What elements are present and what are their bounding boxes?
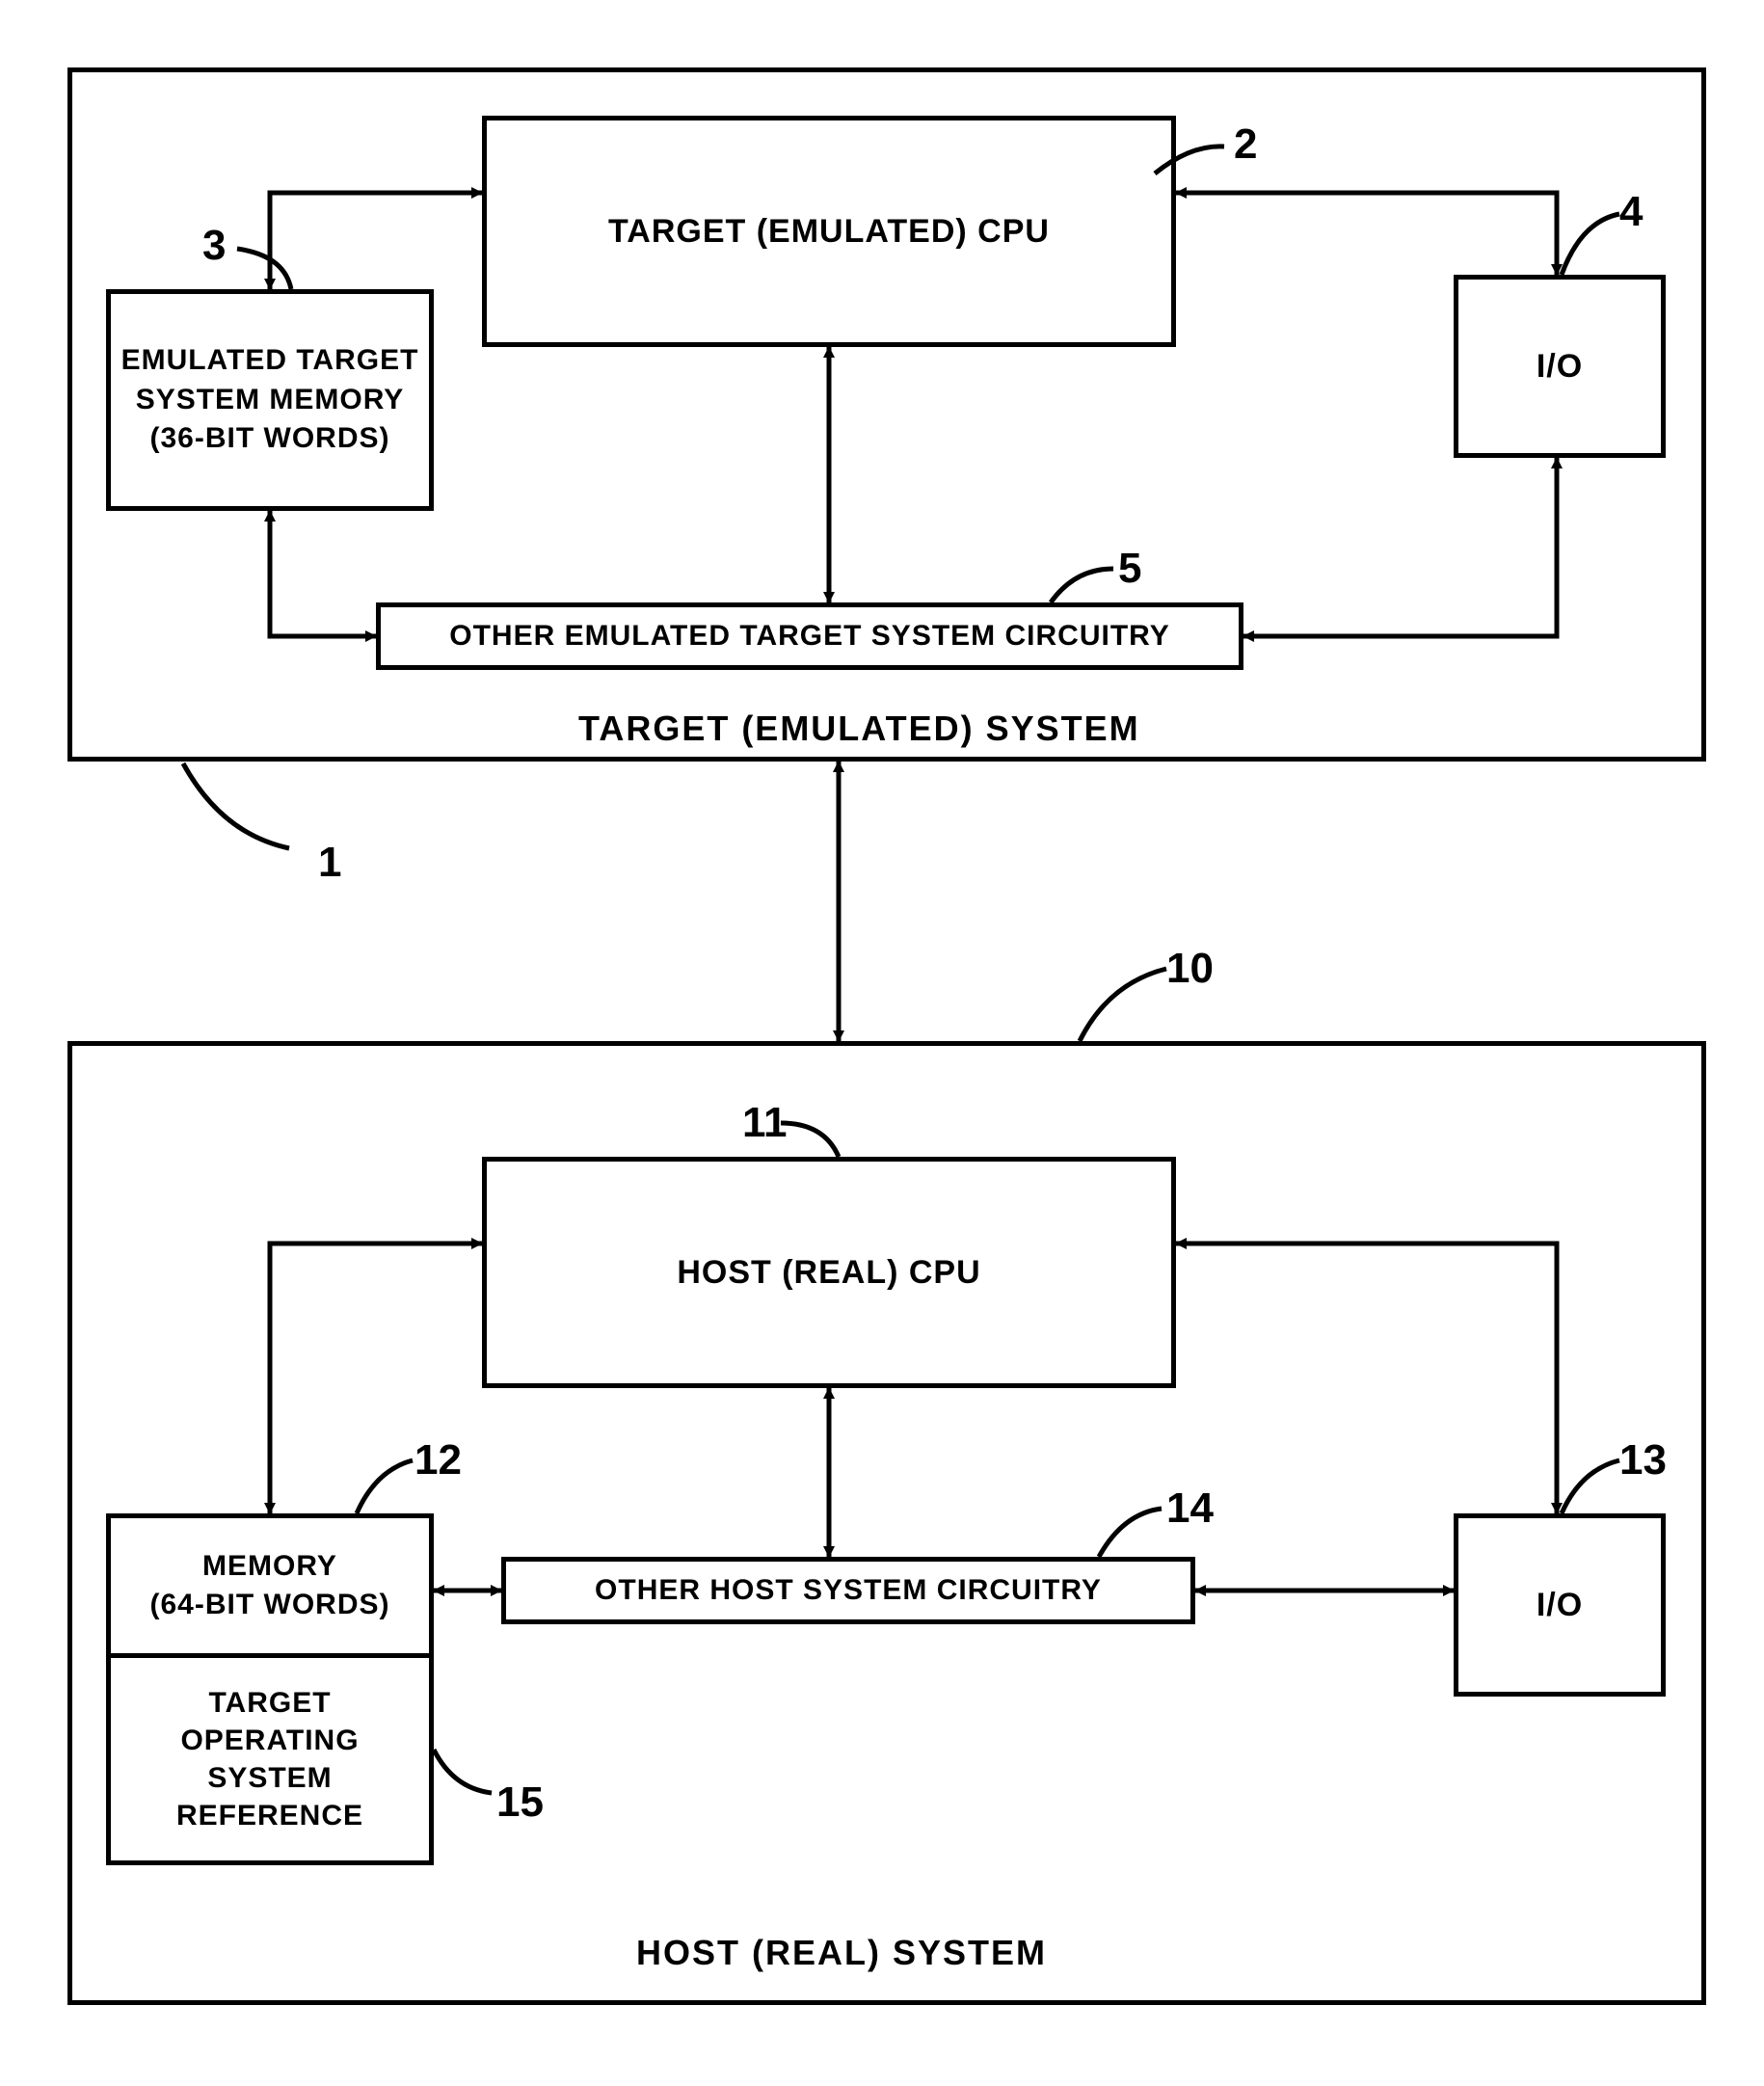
ref-2: 2	[1234, 120, 1257, 169]
ref-13: 13	[1619, 1436, 1667, 1484]
target-memory-label: EMULATED TARGET SYSTEM MEMORY (36-BIT WO…	[121, 341, 419, 459]
host-memory-box: MEMORY (64-BIT WORDS)	[106, 1513, 434, 1658]
ref-1: 1	[318, 839, 341, 887]
target-cpu-box: TARGET (EMULATED) CPU	[482, 116, 1176, 347]
target-other-box: OTHER EMULATED TARGET SYSTEM CIRCUITRY	[376, 602, 1243, 670]
target-io-label: I/O	[1537, 348, 1583, 386]
ref-11: 11	[742, 1099, 788, 1147]
host-tosr-box: TARGET OPERATING SYSTEM REFERENCE	[106, 1653, 434, 1865]
diagram-canvas: TARGET (EMULATED) SYSTEM HOST (REAL) SYS…	[0, 0, 1764, 2086]
host-cpu-box: HOST (REAL) CPU	[482, 1157, 1176, 1388]
target-memory-box: EMULATED TARGET SYSTEM MEMORY (36-BIT WO…	[106, 289, 434, 511]
host-other-box: OTHER HOST SYSTEM CIRCUITRY	[501, 1557, 1195, 1624]
ref-10: 10	[1166, 945, 1214, 993]
ref-3: 3	[202, 222, 226, 270]
target-cpu-label: TARGET (EMULATED) CPU	[608, 213, 1050, 251]
ref-14: 14	[1166, 1484, 1214, 1533]
ref-15: 15	[496, 1778, 544, 1827]
target-io-box: I/O	[1454, 275, 1666, 458]
host-memory-label: MEMORY (64-BIT WORDS)	[150, 1547, 390, 1625]
target-other-label: OTHER EMULATED TARGET SYSTEM CIRCUITRY	[449, 620, 1169, 653]
ref-12: 12	[414, 1436, 462, 1484]
host-cpu-label: HOST (REAL) CPU	[677, 1254, 980, 1292]
ref-4: 4	[1619, 188, 1643, 236]
host-other-label: OTHER HOST SYSTEM CIRCUITRY	[595, 1574, 1102, 1607]
host-system-label: HOST (REAL) SYSTEM	[636, 1933, 1047, 1973]
ref-5: 5	[1118, 545, 1141, 593]
host-io-label: I/O	[1537, 1587, 1583, 1624]
host-io-box: I/O	[1454, 1513, 1666, 1697]
host-tosr-label: TARGET OPERATING SYSTEM REFERENCE	[176, 1684, 363, 1834]
target-system-label: TARGET (EMULATED) SYSTEM	[578, 709, 1140, 749]
